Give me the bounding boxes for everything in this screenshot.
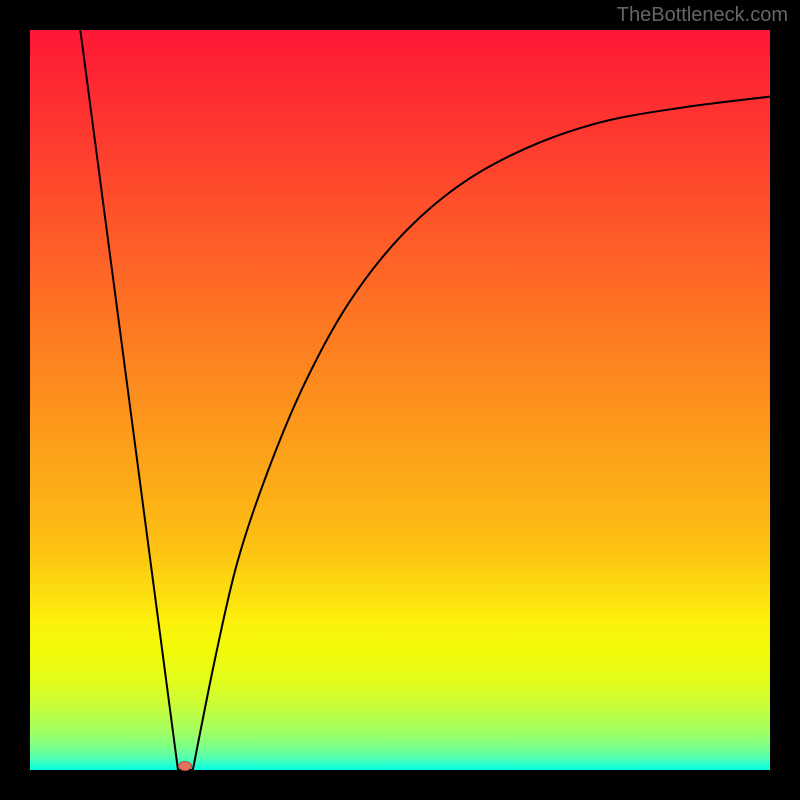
plot-area bbox=[30, 30, 770, 770]
watermark-text: TheBottleneck.com bbox=[617, 4, 788, 27]
chart-container: TheBottleneck.com bbox=[0, 0, 800, 800]
optimum-marker bbox=[178, 761, 192, 771]
bottleneck-curve bbox=[30, 30, 770, 770]
